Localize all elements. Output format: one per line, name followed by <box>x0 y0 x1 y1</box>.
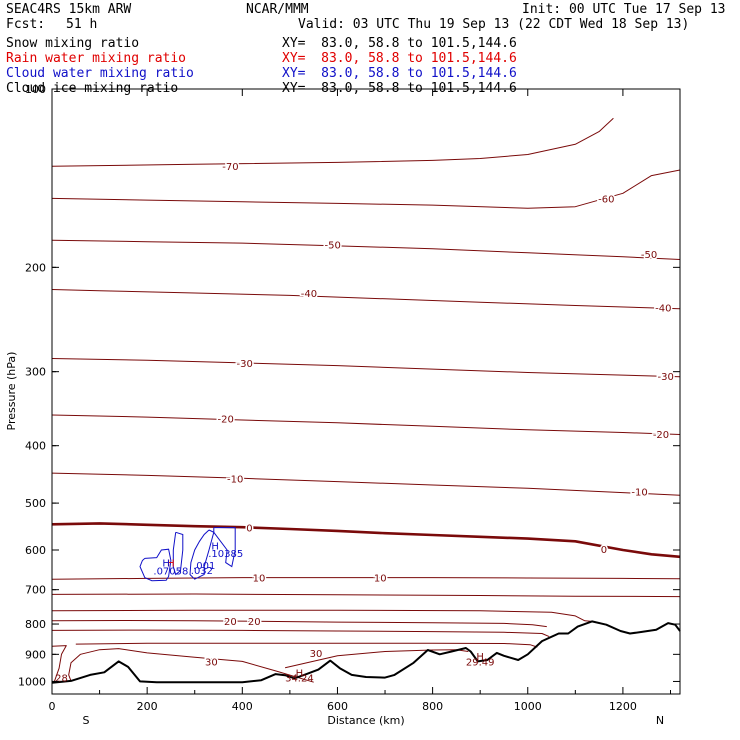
cloud-contour-3 <box>213 527 236 568</box>
isotherm-line-5 <box>51 414 681 435</box>
organization-label: NCAR/MMM <box>246 2 309 17</box>
isotherm-line-11 <box>51 620 547 628</box>
isotherm-line-3 <box>51 289 681 310</box>
x-tick-label-6: 1200 <box>609 700 637 713</box>
isotherm-line-9 <box>51 593 681 598</box>
annotation-3: .032 <box>191 566 213 577</box>
north-end-label: N <box>656 714 664 727</box>
isotherm-line-8 <box>51 577 681 580</box>
x-tick-label-1: 200 <box>137 700 158 713</box>
x-tick-label-3: 600 <box>327 700 348 713</box>
contour-label-6: -30 <box>237 359 253 370</box>
contour-label-4: -40 <box>301 289 317 300</box>
x-axis-label: Distance (km) <box>327 714 404 727</box>
y-tick-label-4: 500 <box>25 497 46 510</box>
isotherm-line-12 <box>51 629 550 638</box>
south-end-label: S <box>83 714 90 727</box>
field-xy-cloud-water: XY= 83.0, 58.8 to 101.5,144.6 <box>282 66 517 81</box>
annotation-7: H <box>296 668 304 679</box>
cloud-contour-2 <box>189 529 215 580</box>
isotherm-contours <box>51 117 681 683</box>
contour-label-13: 0 <box>601 545 607 556</box>
contour-label-16: 20 <box>224 617 237 628</box>
plot-frame <box>51 88 681 695</box>
annotation-0: H <box>167 559 175 570</box>
y-tick-label-3: 400 <box>25 440 46 453</box>
field-xy-rain: XY= 83.0, 58.8 to 101.5,144.6 <box>282 51 517 66</box>
contour-label-12: 0 <box>246 524 252 535</box>
x-tick-label-4: 800 <box>422 700 443 713</box>
x-tick-label-0: 0 <box>49 700 56 713</box>
contour-label-15: 10 <box>374 574 387 585</box>
contour-label-1: -60 <box>598 194 614 205</box>
forecast-label: Fcst: <box>6 17 46 32</box>
contour-label-10: -10 <box>227 474 243 485</box>
contour-label-11: -10 <box>631 488 647 499</box>
contour-label-17: 20 <box>248 617 261 628</box>
isotherm-line-14 <box>68 648 314 683</box>
y-tick-label-1: 200 <box>25 261 46 274</box>
y-tick-label-0: 100 <box>25 83 46 96</box>
isotherm-line-10 <box>51 609 593 622</box>
contour-label-18: 30 <box>205 657 218 668</box>
isotherm-line-13 <box>75 642 538 648</box>
isotherm-line-0 <box>51 117 614 167</box>
y-tick-label-5: 600 <box>25 544 46 557</box>
isotherm-line-2 <box>51 239 681 260</box>
init-time: Init: 00 UTC Tue 17 Sep 13 <box>522 2 726 17</box>
annotation-6: .10385 <box>208 549 243 560</box>
contour-label-14: 10 <box>253 574 266 585</box>
contour-label-0: -70 <box>222 162 238 173</box>
field-name-cloud-water: Cloud water mixing ratio <box>6 66 194 81</box>
x-tick-label-5: 1000 <box>514 700 542 713</box>
field-xy-snow: XY= 83.0, 58.8 to 101.5,144.6 <box>282 36 517 51</box>
model-title: SEAC4RS 15km ARW <box>6 2 132 17</box>
terrain-line <box>51 620 681 684</box>
isotherm-line-4 <box>51 358 681 378</box>
field-name-snow: Snow mixing ratio <box>6 36 140 51</box>
contour-labels: -70 -60 -50 -50 -40 -40 -30 -30 -20 -20 -10 -10 0 0 10… <box>204 161 676 670</box>
valid-time: Valid: 03 UTC Thu 19 Sep 13 (22 CDT Wed … <box>298 17 690 32</box>
field-name-rain: Rain water mixing ratio <box>6 51 187 66</box>
annotation-4: .001 <box>193 561 215 572</box>
contour-label-9: -20 <box>653 430 669 441</box>
isotherm-line-1 <box>51 169 681 209</box>
terrain-profile <box>51 620 681 684</box>
y-tick-label-2: 300 <box>25 366 46 379</box>
contour-label-5: -40 <box>655 304 671 315</box>
y-tick-label-9: 1000 <box>18 675 46 688</box>
cloud-contour-1 <box>172 531 184 576</box>
x-tick-label-2: 400 <box>232 700 253 713</box>
y-tick-label-8: 900 <box>25 648 46 661</box>
cloud-water-contours <box>139 527 236 582</box>
contour-label-7: -30 <box>658 372 674 383</box>
contour-label-19: 30 <box>310 649 323 660</box>
annotation-9: H <box>476 652 484 663</box>
y-tick-label-6: 700 <box>25 584 46 597</box>
isotherm-line-6 <box>51 472 681 496</box>
annotation-8: 34.24 <box>285 674 314 685</box>
forecast-hour: 51 h <box>66 17 98 32</box>
y-axis-label: Pressure (hPa) <box>5 352 18 431</box>
contour-label-8: -20 <box>218 415 234 426</box>
annotation-1: H <box>162 559 170 570</box>
annotation-10: 29.49 <box>466 658 495 669</box>
y-tick-label-7: 800 <box>25 618 46 631</box>
isotherm-line-16 <box>51 645 67 682</box>
isotherm-line-7 <box>51 522 681 559</box>
annotation-11: 28 <box>55 674 68 685</box>
annotation-2: .07058 <box>153 567 188 578</box>
contour-label-3: -50 <box>641 250 657 261</box>
contour-label-2: -50 <box>325 241 341 252</box>
cloud-contour-0 <box>139 548 172 582</box>
annotation-5: H <box>211 542 219 553</box>
